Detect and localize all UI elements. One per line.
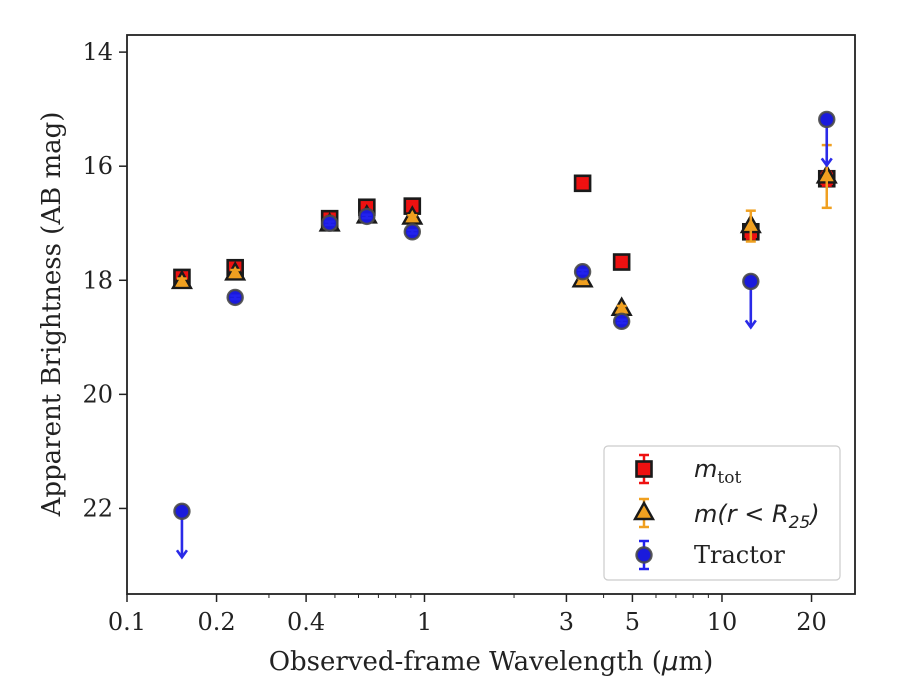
x-tick-label: 20 — [796, 608, 827, 636]
series-tractor — [173, 110, 836, 560]
x-tick-label: 0.2 — [197, 608, 235, 636]
axes: 0.1 0.2 0.4 1 3 5 10 20 14 16 18 20 22 — [82, 38, 826, 636]
upper-limit-arrowhead — [175, 549, 189, 560]
legend-marker-tractor — [635, 546, 653, 564]
x-tick-label: 5 — [625, 608, 640, 636]
legend-marker-m-tot — [635, 460, 653, 478]
legend-label-m-tot: mtot — [694, 455, 741, 488]
x-axis-label: Observed-frame Wavelength (μm) — [269, 647, 714, 677]
y-axis-label: Apparent Brightness (AB mag) — [37, 112, 67, 518]
x-tick-label: 0.4 — [287, 608, 325, 636]
series-m-tot — [173, 169, 836, 287]
y-tick-label: 20 — [82, 380, 113, 408]
x-tick-label: 1 — [417, 608, 432, 636]
y-tick-label: 18 — [82, 266, 113, 294]
x-tick-label: 0.1 — [108, 608, 146, 636]
plot-frame — [126, 34, 856, 595]
data-point-tractor — [173, 502, 191, 520]
y-tick-label: 14 — [82, 38, 113, 66]
y-tick-label: 22 — [82, 494, 113, 522]
x-tick-label: 3 — [559, 608, 574, 636]
data-point-tractor — [818, 110, 836, 129]
legend: mtot m(r < R25) Tractor — [603, 445, 841, 581]
y-tick-label: 16 — [82, 152, 113, 180]
legend-label-tractor: Tractor — [694, 541, 785, 569]
series-m-r25 — [170, 143, 838, 316]
legend-label-m-r25: m(r < R25) — [694, 500, 820, 533]
upper-limit-arrowhead — [820, 157, 833, 168]
x-tick-label: 10 — [707, 608, 738, 636]
data-point-tractor — [742, 272, 760, 291]
data-marks — [170, 110, 838, 560]
upper-limit-arrowhead — [744, 319, 757, 330]
legend-frame — [603, 445, 841, 581]
legend-marker-m-r25 — [632, 500, 656, 521]
